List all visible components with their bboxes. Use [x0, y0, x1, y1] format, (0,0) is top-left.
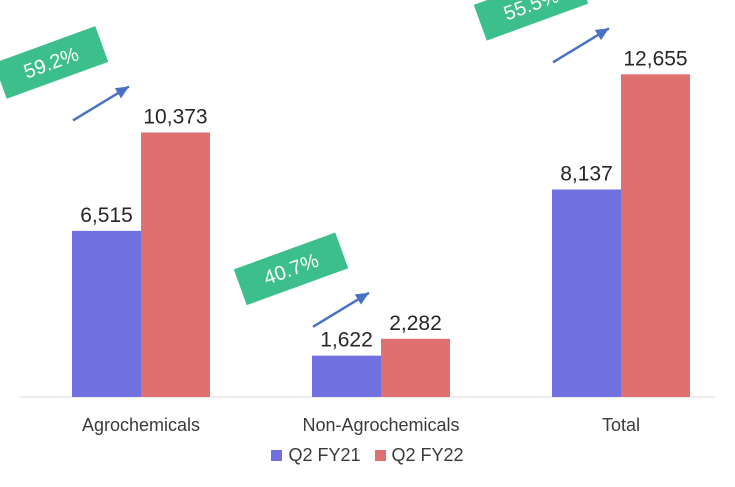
bar-non-agrochemicals-series-2: [381, 338, 450, 397]
legend: Q2 FY21 Q2 FY22: [0, 440, 735, 470]
bar-chart: 6,515 10,373 1,622 2,282 8,137 12,655 59.2% 40…: [0, 0, 715, 435]
growth-badge-box-agrochemicals: [0, 26, 109, 99]
bar-non-agrochemicals-series-1: [312, 355, 381, 397]
growth-badge-non-agrochemicals: 40.7%: [233, 232, 349, 306]
data-label-agrochemicals-series-1: 6,515: [80, 204, 133, 227]
bar-total-series-2: [621, 74, 690, 398]
bar-agrochemicals-series-1: [72, 230, 141, 397]
legend-swatch-series-1: [271, 449, 283, 461]
data-label-non-agrochemicals-series-1: 1,622: [320, 329, 373, 352]
legend-label-series-1: Q2 FY21: [288, 444, 361, 465]
growth-badge-agrochemicals: 59.2%: [0, 26, 109, 99]
growth-arrowhead-agrochemicals: [114, 86, 129, 99]
bar-agrochemicals-series-2: [141, 132, 210, 397]
legend-label-series-2: Q2 FY22: [391, 444, 464, 465]
growth-arrowhead-total: [594, 28, 609, 41]
data-label-total-series-1: 8,137: [560, 163, 613, 186]
data-label-total-series-2: 12,655: [623, 47, 687, 70]
bar-total-series-1: [552, 189, 621, 397]
data-label-agrochemicals-series-2: 10,373: [143, 105, 207, 128]
growth-badge-box-total: [473, 0, 589, 41]
growth-badge-total: 55.5%: [473, 0, 589, 41]
growth-badge-box-non-agrochemicals: [233, 232, 349, 306]
legend-item-series-2: Q2 FY22: [374, 444, 464, 466]
legend-swatch-series-2: [374, 449, 386, 461]
x-tick-label-agrochemicals: Agrochemicals: [82, 415, 200, 435]
growth-arrowhead-non-agrochemicals: [354, 292, 369, 305]
legend-item-series-1: Q2 FY21: [271, 444, 361, 466]
x-tick-label-total: Total: [602, 415, 640, 435]
data-label-non-agrochemicals-series-2: 2,282: [389, 312, 442, 335]
x-tick-label-non-agrochemicals: Non-Agrochemicals: [302, 415, 459, 435]
